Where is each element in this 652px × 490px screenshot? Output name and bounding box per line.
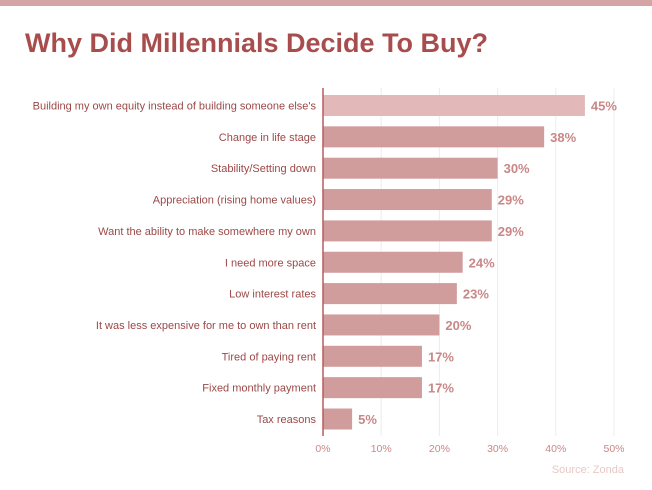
chart-title: Why Did Millennials Decide To Buy?	[25, 28, 489, 58]
value-labels: 45% 38% 30% 29% 29% 24% 23% 20% 17% 17% 5%	[358, 99, 617, 428]
bar	[323, 314, 440, 336]
category-label: It was less expensive for me to own than…	[96, 320, 316, 332]
value-label: 38%	[550, 130, 576, 145]
value-label: 20%	[445, 318, 471, 333]
source-note: Source: Zonda	[551, 464, 624, 476]
value-label: 17%	[428, 381, 454, 396]
bar	[323, 220, 492, 242]
bar	[323, 157, 498, 179]
bar	[323, 126, 545, 148]
value-label: 29%	[498, 224, 524, 239]
x-tick-labels: 0% 10% 20% 30% 40% 50%	[315, 443, 624, 455]
category-label: Low interest rates	[229, 289, 316, 301]
value-label: 30%	[504, 161, 530, 176]
bar	[323, 189, 492, 211]
x-tick-label: 0%	[315, 443, 330, 455]
value-label: 17%	[428, 349, 454, 364]
bar	[323, 408, 353, 430]
category-label: Tax reasons	[257, 414, 317, 426]
category-label: Want the ability to make somewhere my ow…	[98, 226, 316, 238]
category-label: Fixed monthly payment	[202, 383, 316, 395]
bar	[323, 251, 463, 273]
bar	[323, 345, 422, 367]
x-tick-label: 30%	[487, 443, 508, 455]
category-label: Stability/Setting down	[211, 163, 316, 175]
bar	[323, 377, 422, 399]
category-labels: Building my own equity instead of buildi…	[33, 101, 317, 427]
top-accent-bar	[0, 0, 652, 6]
value-label: 24%	[469, 255, 495, 270]
value-label: 23%	[463, 287, 489, 302]
value-label: 29%	[498, 193, 524, 208]
x-tick-label: 40%	[545, 443, 566, 455]
value-label: 45%	[591, 99, 617, 114]
category-label: Building my own equity instead of buildi…	[33, 101, 317, 113]
bars	[323, 95, 585, 430]
bar	[323, 283, 457, 305]
value-label: 5%	[358, 412, 377, 427]
category-label: Tired of paying rent	[222, 351, 316, 363]
category-label: I need more space	[225, 257, 316, 269]
x-tick-label: 50%	[603, 443, 624, 455]
x-tick-label: 10%	[371, 443, 392, 455]
category-label: Change in life stage	[219, 132, 316, 144]
bar	[323, 95, 585, 116]
x-tick-label: 20%	[429, 443, 450, 455]
category-label: Appreciation (rising home values)	[153, 195, 316, 207]
